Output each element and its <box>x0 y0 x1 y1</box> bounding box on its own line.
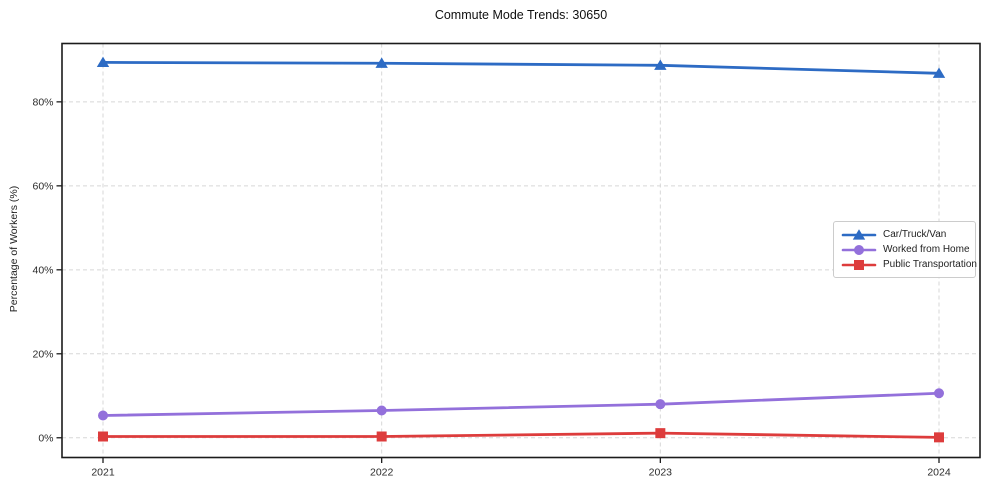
marker-square-public-transportation <box>655 428 666 439</box>
marker-triangle-car-truck-van <box>654 59 667 70</box>
legend-item-label: Worked from Home <box>883 243 970 255</box>
y-tick-label: 80% <box>32 96 53 108</box>
chart-title: Commute Mode Trends: 30650 <box>434 8 608 22</box>
legend-item-worked-from-home: Worked from Home <box>841 243 970 256</box>
marker-square-public-transportation <box>98 431 108 442</box>
x-tick-label: 2024 <box>927 467 951 479</box>
marker-circle-worked-from-home <box>376 405 387 416</box>
legend-item-label: Car/Truck/Van <box>883 228 947 240</box>
marker-square-public-transportation <box>854 259 864 270</box>
y-tick-label: 0% <box>38 432 53 444</box>
marker-triangle-car-truck-van <box>375 57 388 68</box>
legend: Car/Truck/Van Worked from Home Public Tran… <box>833 221 977 278</box>
x-tick-label: 2021 <box>91 467 115 479</box>
y-tick-label: 40% <box>32 264 53 276</box>
legend-item-label: Public Transportation <box>883 258 977 270</box>
legend-triangle-icon <box>841 228 877 240</box>
y-tick-label: 60% <box>32 180 53 192</box>
legend-square-icon <box>841 259 877 270</box>
marker-square-public-transportation <box>376 431 387 442</box>
marker-circle-worked-from-home <box>98 410 108 421</box>
marker-triangle-car-truck-van <box>96 56 110 67</box>
marker-square-public-transportation <box>934 432 944 443</box>
series-line-worked-from-home <box>101 391 941 417</box>
marker-circle-worked-from-home <box>934 388 944 399</box>
legend-circle-icon <box>841 244 877 255</box>
series-line-car-truck-van <box>101 60 941 75</box>
series-line-public-transportation <box>101 431 941 439</box>
legend-item-public-transportation: Public Transportation <box>841 259 977 271</box>
legend-item-car-truck-van: Car/Truck/Van <box>841 228 968 241</box>
y-tick-label: 20% <box>32 348 53 360</box>
plot-border <box>61 42 981 459</box>
marker-circle-worked-from-home <box>655 399 666 410</box>
marker-triangle-car-truck-van <box>932 67 946 78</box>
x-tick-label: 2022 <box>370 467 394 479</box>
x-tick-label: 2023 <box>649 467 673 479</box>
marker-triangle-car-truck-van <box>852 228 866 240</box>
marker-circle-worked-from-home <box>854 244 864 255</box>
